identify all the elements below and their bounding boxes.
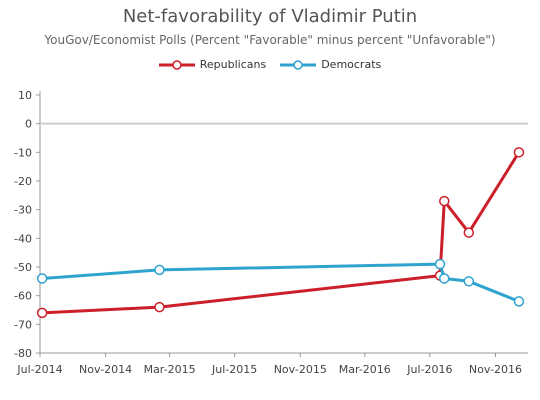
- legend-label-republicans: Republicans: [199, 58, 267, 71]
- data-point-republicans: [154, 301, 165, 313]
- series-line-democrats: [41, 262, 520, 303]
- chart-subtitle: YouGov/Economist Polls (Percent "Favorab…: [44, 33, 496, 47]
- legend-swatch-democrats: [280, 59, 317, 70]
- data-point-democrats: [434, 258, 446, 270]
- chart-title: Net-favorability of Vladimir Putin: [122, 6, 418, 27]
- y-tick-label: -60: [14, 290, 32, 303]
- y-tick-label: -50: [14, 261, 32, 274]
- series-line-republicans: [42, 151, 521, 315]
- y-tick-label: -30: [14, 204, 32, 217]
- x-tick-label: Nov-2014: [79, 363, 132, 376]
- data-point-republicans: [36, 307, 48, 319]
- x-tick-label: Mar-2016: [339, 363, 391, 376]
- y-tick-label: -10: [14, 146, 32, 159]
- legend-label-democrats: Democrats: [321, 58, 382, 71]
- x-tick-label: Nov-2015: [274, 363, 327, 376]
- chart-legend: Republicans Democrats: [0, 58, 540, 71]
- x-tick-label: Jul-2016: [406, 363, 452, 376]
- y-tick-label: 10: [18, 89, 32, 102]
- y-tick-label: -70: [14, 318, 32, 331]
- data-point-republicans: [513, 147, 525, 158]
- x-tick-label: Jul-2015: [211, 363, 257, 376]
- data-point-democrats: [463, 276, 475, 287]
- y-tick-label: -20: [14, 175, 32, 188]
- data-point-democrats: [154, 264, 165, 276]
- x-tick-label: Jul-2014: [16, 363, 62, 376]
- legend-item-republicans[interactable]: Republicans: [158, 58, 267, 71]
- x-tick-label: Nov-2016: [469, 363, 522, 376]
- data-point-democrats: [439, 273, 450, 284]
- data-point-republicans: [463, 227, 475, 238]
- y-tick-label: -40: [14, 232, 32, 245]
- x-tick-label: Mar-2015: [144, 363, 196, 376]
- legend-swatch-republicans: [158, 59, 195, 70]
- legend-item-democrats[interactable]: Democrats: [280, 58, 381, 71]
- data-point-democrats: [36, 273, 48, 284]
- y-tick-label: 0: [25, 118, 32, 131]
- data-point-republicans: [439, 195, 450, 207]
- data-point-democrats: [513, 296, 525, 307]
- y-tick-label: -80: [14, 347, 32, 360]
